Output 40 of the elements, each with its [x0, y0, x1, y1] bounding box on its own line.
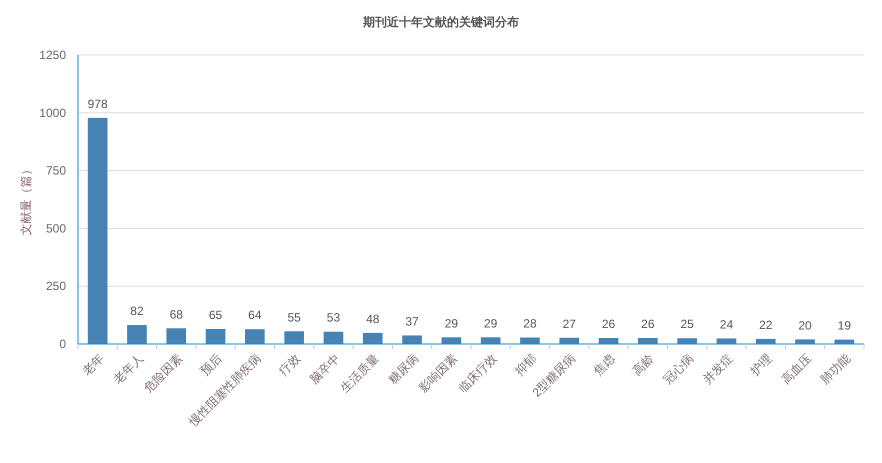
data-label: 64	[248, 308, 262, 322]
data-label: 978	[88, 96, 108, 111]
xtick-label: 护理	[748, 351, 775, 378]
title: 期刊近十年文献的关键词分布	[363, 15, 519, 29]
xtick-label: 抑郁	[512, 351, 539, 378]
ytick-label: 250	[46, 279, 66, 294]
data-label: 24	[720, 317, 734, 332]
data-label: 28	[523, 316, 537, 331]
xtick-label: 临床疗效	[456, 351, 500, 395]
xtick-label: 肺功能	[818, 351, 854, 386]
xtick-label: 高血压	[778, 351, 814, 386]
data-label: 65	[208, 308, 222, 322]
ytick-label: 0	[59, 337, 66, 351]
xtick-label: 预后	[198, 351, 224, 378]
data-label: 53	[326, 310, 340, 325]
data-label: 26	[602, 317, 616, 331]
xtick-label: 焦虑	[590, 351, 618, 378]
data-label: 29	[444, 316, 458, 330]
xtick-label: 冠心病	[660, 351, 696, 386]
data-label: 37	[405, 314, 419, 328]
data-label: 55	[287, 310, 301, 324]
ytick-label: 1000	[39, 106, 66, 120]
data-label: 19	[838, 318, 852, 333]
ytick-label: 500	[46, 221, 66, 236]
data-label: 48	[366, 312, 380, 326]
data-label: 20	[798, 318, 812, 332]
data-label: 82	[130, 304, 144, 318]
xtick-label: 高龄	[630, 351, 657, 378]
data-label: 22	[759, 318, 772, 332]
xtick-label: 疗效	[276, 351, 304, 378]
xtick-label: 并发症	[700, 351, 736, 386]
ytick-label: 1250	[39, 48, 66, 62]
data-label: 25	[680, 317, 694, 332]
data-label: 68	[170, 307, 183, 322]
ytick-label: 750	[46, 164, 66, 178]
data-label: 26	[641, 317, 655, 331]
ylabel: 文献量（篇）	[19, 164, 33, 236]
xtick-label: 老年	[80, 351, 107, 378]
data-label: 27	[562, 316, 576, 331]
data-label: 29	[484, 316, 498, 330]
